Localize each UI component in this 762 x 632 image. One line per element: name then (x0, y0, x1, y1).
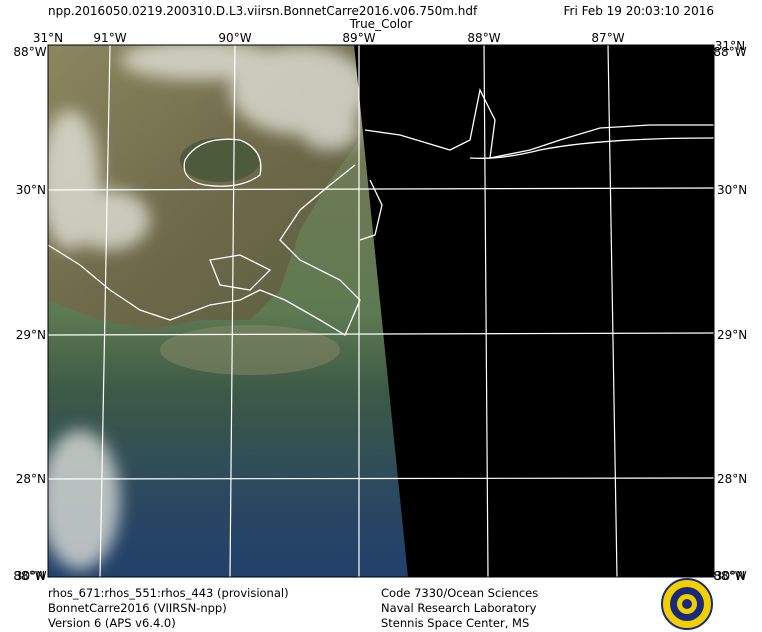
meridian (483, 44, 489, 578)
imagery (48, 45, 408, 577)
meridian (607, 44, 618, 578)
grid-labels: 31°N 91°W 90°W 89°W 88°W 87°W 31°N 88°W … (13, 31, 747, 583)
meridian (229, 44, 236, 578)
lon-label: 88°W (467, 31, 500, 45)
map-frame (47, 44, 715, 578)
lat-label: 30°N (15, 569, 45, 583)
lon-label: 88°W (713, 45, 746, 59)
meridian (99, 44, 111, 578)
lat-label: 28°N (16, 472, 46, 486)
lat-label: 30°N (16, 183, 46, 197)
lon-label: 88°W (13, 569, 46, 583)
lat-label: 31°N (715, 39, 745, 53)
map (47, 44, 715, 578)
lat-label: 28°N (717, 472, 747, 486)
parallel (47, 187, 715, 191)
footer-text: rhos_671:rhos_551:rhos_443 (provisional) (48, 586, 289, 600)
lat-label: 29°N (16, 328, 46, 342)
timestamp: Fri Feb 19 20:03:10 2016 (563, 4, 714, 18)
product: True_Color (349, 17, 413, 31)
logo (661, 578, 713, 630)
lon-label: 91°W (93, 31, 126, 45)
lon-label: 87°W (591, 31, 624, 45)
lat-label: 29°N (717, 328, 747, 342)
lon-label: 90°W (218, 31, 251, 45)
lat-label: 30°N (715, 569, 745, 583)
lon-label: 88°W (713, 569, 746, 583)
parallel (47, 332, 715, 336)
footer-text: Stennis Space Center, MS (381, 616, 529, 630)
coastline (47, 88, 715, 336)
parallel (47, 477, 715, 480)
footer-text: BonnetCarre2016 (VIIRSN-npp) (48, 601, 227, 615)
lon-label: 89°W (342, 31, 375, 45)
footer: rhos_671:rhos_551:rhos_443 (provisional)… (48, 578, 713, 630)
lat-label: 30°N (717, 183, 747, 197)
footer-text: Code 7330/Ocean Sciences (381, 586, 538, 600)
footer-text: Naval Research Laboratory (381, 601, 537, 615)
footer-text: Version 6 (APS v6.4.0) (48, 616, 176, 630)
filename: npp.2016050.0219.200310.D.L3.viirsn.Bonn… (48, 4, 478, 18)
lat-label: 31°N (33, 31, 63, 45)
graticule (47, 44, 715, 578)
lon-label: 88°W (13, 45, 46, 59)
